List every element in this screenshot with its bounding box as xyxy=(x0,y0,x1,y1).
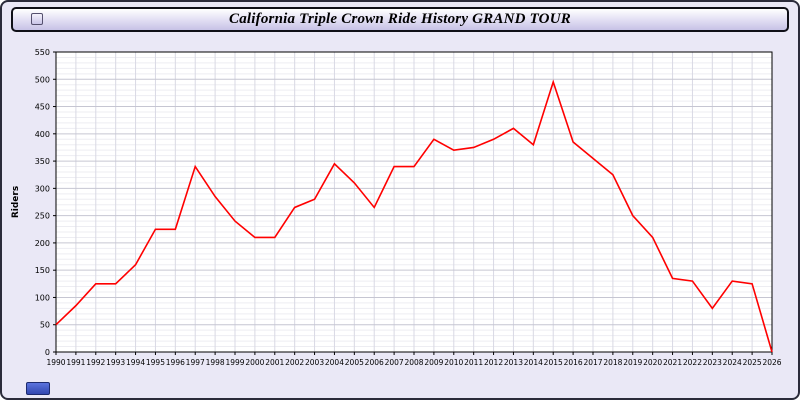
svg-text:0: 0 xyxy=(45,348,50,357)
chart-panel: 0 50 100 150 200 250 300 350 400 450 500 550 1990 199… xyxy=(6,38,798,386)
svg-text:50: 50 xyxy=(40,321,50,330)
svg-text:2020: 2020 xyxy=(643,358,662,367)
svg-text:2011: 2011 xyxy=(464,358,483,367)
svg-text:2017: 2017 xyxy=(583,358,602,367)
svg-text:2025: 2025 xyxy=(743,358,762,367)
svg-text:400: 400 xyxy=(35,130,50,139)
svg-text:2008: 2008 xyxy=(404,358,423,367)
svg-text:1997: 1997 xyxy=(186,358,205,367)
svg-text:2019: 2019 xyxy=(623,358,642,367)
svg-text:Riders: Riders xyxy=(11,186,21,218)
svg-text:2010: 2010 xyxy=(444,358,463,367)
svg-text:2012: 2012 xyxy=(484,358,503,367)
svg-text:2004: 2004 xyxy=(325,358,344,367)
page-title: California Triple Crown Ride History GRA… xyxy=(229,11,571,27)
svg-text:2005: 2005 xyxy=(345,358,364,367)
svg-text:2000: 2000 xyxy=(245,358,264,367)
svg-text:2009: 2009 xyxy=(424,358,443,367)
svg-text:2023: 2023 xyxy=(703,358,722,367)
svg-text:550: 550 xyxy=(35,48,50,57)
svg-text:2001: 2001 xyxy=(265,358,284,367)
svg-text:450: 450 xyxy=(35,103,50,112)
svg-text:1993: 1993 xyxy=(106,358,125,367)
svg-text:2007: 2007 xyxy=(385,358,404,367)
svg-text:2018: 2018 xyxy=(603,358,622,367)
svg-text:2022: 2022 xyxy=(683,358,702,367)
svg-text:300: 300 xyxy=(35,184,50,193)
svg-text:2003: 2003 xyxy=(305,358,324,367)
svg-text:2014: 2014 xyxy=(524,358,543,367)
svg-text:2016: 2016 xyxy=(564,358,583,367)
svg-text:500: 500 xyxy=(35,75,50,84)
bottom-left-button[interactable] xyxy=(26,382,50,395)
window-icon[interactable] xyxy=(31,13,43,25)
svg-text:1992: 1992 xyxy=(86,358,105,367)
svg-text:2013: 2013 xyxy=(504,358,523,367)
svg-text:2021: 2021 xyxy=(663,358,682,367)
title-bar: California Triple Crown Ride History GRA… xyxy=(11,7,789,32)
svg-text:150: 150 xyxy=(35,266,50,275)
svg-text:1998: 1998 xyxy=(206,358,225,367)
svg-text:2026: 2026 xyxy=(762,358,781,367)
svg-text:1991: 1991 xyxy=(66,358,85,367)
svg-text:250: 250 xyxy=(35,212,50,221)
svg-text:2002: 2002 xyxy=(285,358,304,367)
svg-text:2006: 2006 xyxy=(365,358,384,367)
svg-text:100: 100 xyxy=(35,293,50,302)
svg-text:1994: 1994 xyxy=(126,358,145,367)
svg-text:1996: 1996 xyxy=(166,358,185,367)
svg-text:200: 200 xyxy=(35,239,50,248)
svg-text:1999: 1999 xyxy=(225,358,244,367)
svg-text:2015: 2015 xyxy=(544,358,563,367)
svg-text:1990: 1990 xyxy=(46,358,65,367)
svg-text:2024: 2024 xyxy=(723,358,742,367)
svg-text:1995: 1995 xyxy=(146,358,165,367)
svg-text:350: 350 xyxy=(35,157,50,166)
